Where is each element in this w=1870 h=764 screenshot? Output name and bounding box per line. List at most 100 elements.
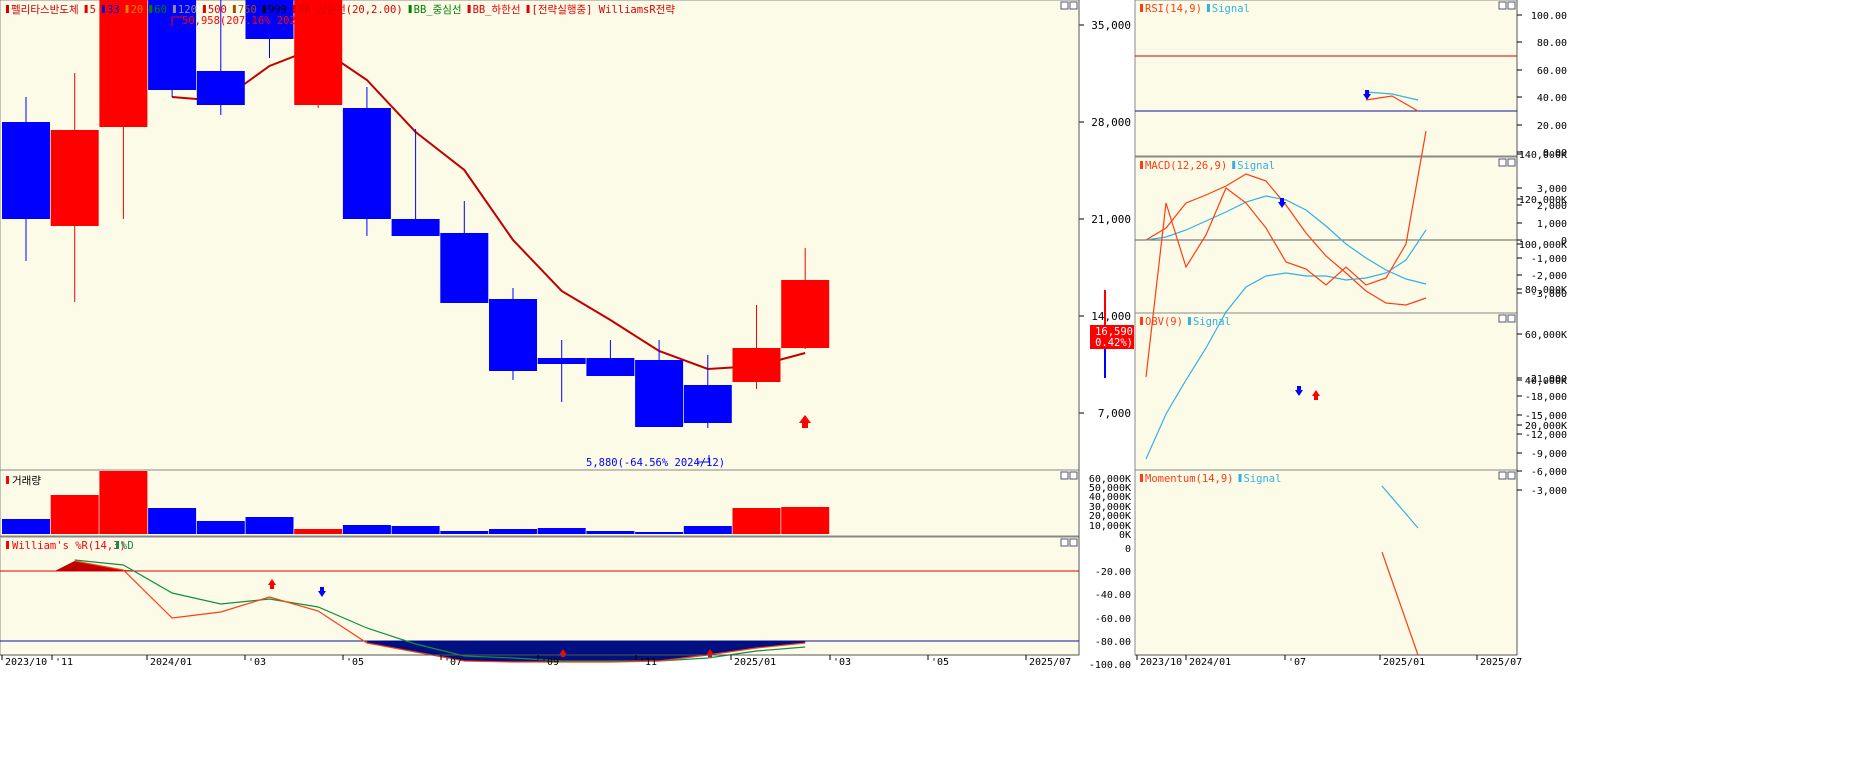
momentum-legend: Momentum(14,9) [1145, 473, 1234, 485]
legend-marker [6, 476, 9, 484]
legend-marker [202, 5, 206, 13]
candle [440, 233, 489, 303]
rsi-line [1365, 95, 1419, 112]
price-panel-close-icon[interactable] [1069, 1, 1078, 10]
macd-axis-label: 0 [1561, 236, 1567, 247]
legend-item: BB_중심선 [414, 4, 462, 16]
range-bar-down [1104, 330, 1106, 378]
volume-bar [440, 531, 489, 534]
candle [732, 348, 781, 382]
macd-axis-label: 1,000 [1537, 219, 1567, 230]
rsi-axis-label: 40.00 [1537, 93, 1567, 104]
wr-axis-label: -60.00 [1095, 614, 1131, 625]
legend-marker [149, 5, 153, 13]
legend-item: 60 [154, 4, 167, 16]
obv-panel-close-icon[interactable] [1507, 314, 1516, 323]
momentum-panel [1134, 469, 1518, 656]
rsi-axis-label: 0.00 [1543, 148, 1567, 159]
rsi-panel-close-icon[interactable] [1507, 1, 1516, 10]
sell-arrow-icon [1363, 90, 1371, 100]
macd-panel-close-icon[interactable] [1507, 158, 1516, 167]
rsi-axis-label: 100.00 [1531, 11, 1567, 22]
legend-item: [전략실행중] WilliamsR전략 [532, 4, 676, 16]
price-panel-maximize-icon[interactable] [1060, 1, 1069, 10]
right-x-axis-label: 2024/01 [1189, 657, 1231, 668]
obv-axis-label: 40,000K [1525, 376, 1567, 387]
buy-signal-arrow-icon [799, 415, 811, 428]
volume-axis-label: 10,000K [1089, 521, 1131, 532]
wr-legend: William's %R(14,3) [12, 540, 126, 552]
momentum-axis-label: -21,000 [1525, 374, 1567, 385]
candle [294, 0, 343, 105]
price-axis-label: 35,000 [1091, 19, 1131, 32]
volume-axis-label: 0K [1119, 530, 1131, 541]
momentum-signal-line [1381, 485, 1419, 529]
wr-signal-legend: %D [121, 540, 134, 552]
right-x-axis-label: 2023/10 [1140, 657, 1182, 668]
candle [2, 122, 50, 219]
moving-average-line [172, 45, 806, 371]
candle [391, 219, 440, 236]
current-price-tag-bg [1090, 325, 1134, 349]
macd-signal-legend: Signal [1237, 160, 1275, 172]
volume-bar [342, 525, 391, 534]
obv-line [1145, 130, 1427, 378]
candle [781, 280, 830, 348]
volume-bar [489, 529, 537, 534]
momentum-axis-label: -6,000 [1531, 467, 1567, 478]
rsi-panel-maximize-icon[interactable] [1498, 1, 1507, 10]
volume-panel-maximize-icon[interactable] [1060, 471, 1069, 480]
momentum-axis-label: -12,000 [1525, 430, 1567, 441]
macd-panel-maximize-icon[interactable] [1498, 158, 1507, 167]
high-label-pointer [171, 16, 182, 26]
macd-panel [1134, 156, 1518, 314]
wr-axis-label: -100.00 [1089, 660, 1131, 671]
obv-axis-label: 80,000K [1525, 285, 1567, 296]
wr-axis-label: 0 [1125, 544, 1131, 555]
legend-item: 999 [268, 4, 287, 16]
obv-axis-label: 100,000K [1519, 240, 1567, 251]
volume-bar [196, 521, 245, 534]
momentum-panel-close-icon[interactable] [1507, 471, 1516, 480]
obv-axis-label: 20,000K [1525, 421, 1567, 432]
sell-arrow-icon [1278, 198, 1286, 208]
volume-panel-close-icon[interactable] [1069, 471, 1078, 480]
legend-marker [116, 541, 119, 549]
williams-panel-maximize-icon[interactable] [1060, 538, 1069, 547]
rsi-axis-label: 20.00 [1537, 121, 1567, 132]
macd-axis-label: 3,000 [1537, 184, 1567, 195]
volume-bar [99, 471, 148, 534]
buy-arrow-icon [268, 579, 276, 589]
legend-marker [467, 5, 471, 13]
sell-arrow-icon [318, 587, 326, 597]
x-axis-label: 2023/10 [5, 657, 47, 668]
legend-marker [1206, 4, 1210, 12]
price-axis-label: 14,000 [1091, 310, 1131, 323]
volume-bar [635, 532, 684, 534]
legend-marker [292, 5, 296, 13]
macd-axis-label: 2,000 [1537, 201, 1567, 212]
current-price-change: ( 0.42%) [1082, 337, 1133, 349]
legend-item: 750 [238, 4, 257, 16]
x-axis-label: '05 [346, 657, 364, 668]
x-axis-label: '07 [444, 657, 462, 668]
wr-line [74, 560, 806, 663]
volume-axis-label: 50,000K [1089, 483, 1131, 494]
legend-item: 120 [178, 4, 197, 16]
low-label-pointer [697, 455, 710, 463]
right-x-axis-label: 2025/07 [1480, 657, 1522, 668]
obv-panel-maximize-icon[interactable] [1498, 314, 1507, 323]
range-bar-up [1104, 290, 1106, 330]
volume-bar [391, 526, 440, 534]
obv-signal-line [1145, 229, 1427, 460]
x-axis-label: '05 [931, 657, 949, 668]
momentum-panel-maximize-icon[interactable] [1498, 471, 1507, 480]
williams-panel-close-icon[interactable] [1069, 538, 1078, 547]
legend-marker [526, 5, 530, 13]
volume-axis-label: 20,000K [1089, 511, 1131, 522]
momentum-axis-label: -9,000 [1531, 449, 1567, 460]
legend-item: 33 [107, 4, 120, 16]
obv-axis-label: 140,000K [1519, 150, 1567, 161]
x-axis-label: '09 [541, 657, 559, 668]
legend-marker [408, 5, 412, 13]
